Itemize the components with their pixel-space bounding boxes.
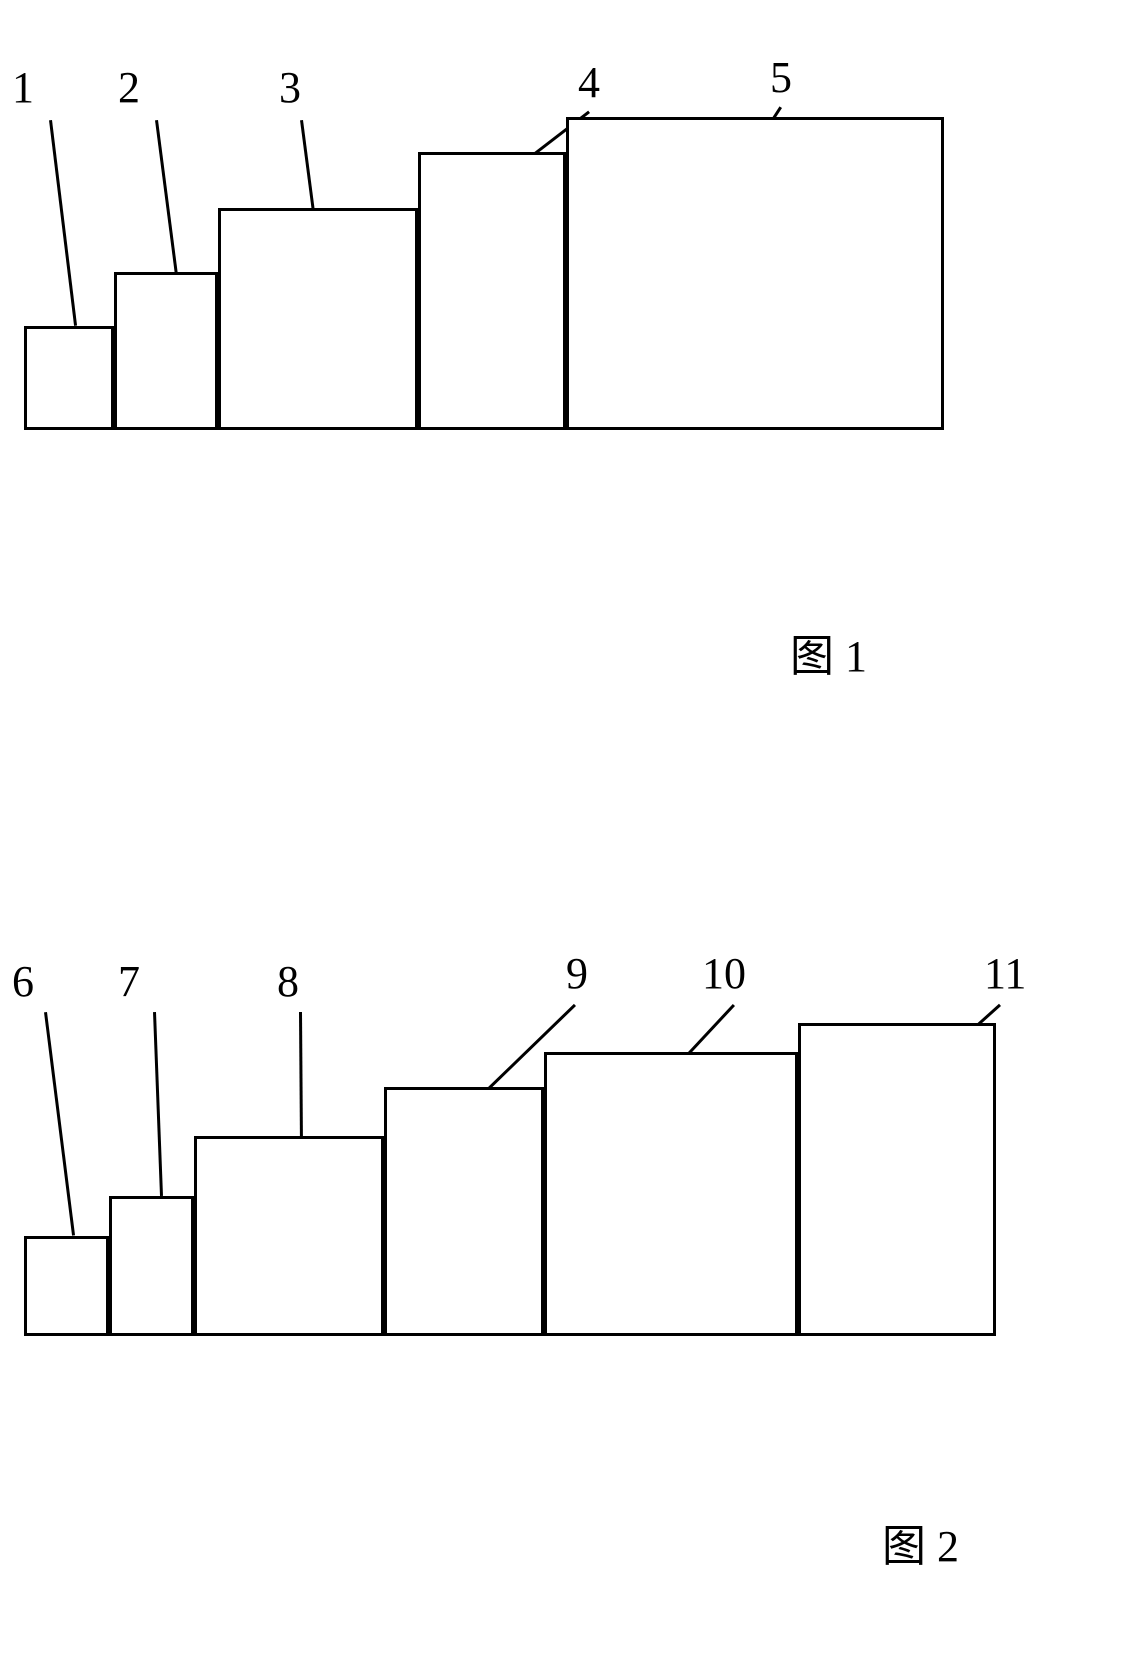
diagram-box-1 <box>24 326 114 430</box>
box-label-1: 1 <box>12 62 34 113</box>
leader-line-2 <box>155 120 178 275</box>
diagram-box-5 <box>566 117 944 430</box>
diagram-box-7 <box>109 1196 194 1336</box>
diagram-box-11 <box>798 1023 996 1336</box>
leader-line-6 <box>44 1012 75 1235</box>
figure-1-caption: 图 1 <box>790 620 867 684</box>
box-label-3: 3 <box>279 62 301 113</box>
diagram-box-10 <box>544 1052 798 1336</box>
box-label-5: 5 <box>770 52 792 103</box>
box-label-7: 7 <box>118 956 140 1007</box>
diagram-box-4 <box>418 152 566 430</box>
diagram-box-3 <box>218 208 418 430</box>
leader-line-1 <box>49 120 77 325</box>
box-label-11: 11 <box>984 948 1026 999</box>
diagram-box-2 <box>114 272 218 430</box>
diagram-box-9 <box>384 1087 544 1336</box>
diagram-box-6 <box>24 1236 109 1336</box>
box-label-6: 6 <box>12 956 34 1007</box>
leader-line-8 <box>299 1012 303 1148</box>
box-label-9: 9 <box>566 948 588 999</box>
box-label-8: 8 <box>277 956 299 1007</box>
leader-line-7 <box>153 1012 163 1196</box>
diagram-box-8 <box>194 1136 384 1336</box>
box-label-10: 10 <box>702 948 746 999</box>
box-label-2: 2 <box>118 62 140 113</box>
box-label-4: 4 <box>578 57 600 108</box>
figure-2-caption: 图 2 <box>882 1510 959 1574</box>
